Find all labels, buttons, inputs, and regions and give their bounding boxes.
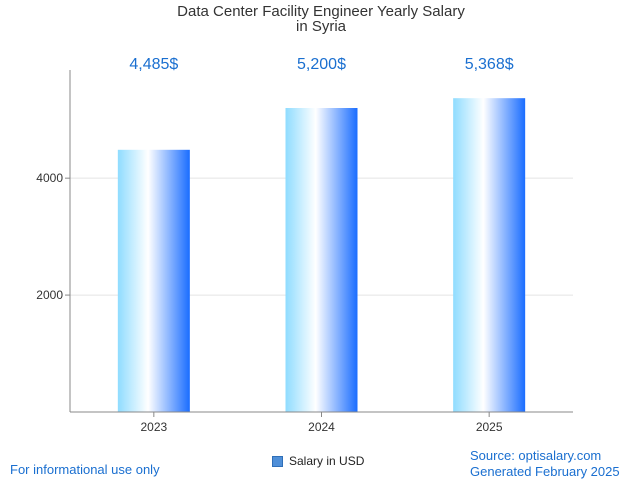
legend-label: Salary in USD	[289, 454, 365, 468]
data-label-2023: 4,485$	[129, 56, 178, 73]
chart-title-line2: in Syria	[295, 18, 347, 35]
chart-title-line1: Data Center Facility Engineer Yearly Sal…	[177, 3, 465, 20]
bar-2025	[453, 98, 526, 412]
y-tick-label-2000: 2000	[36, 288, 63, 302]
bar-2024	[285, 108, 358, 412]
footer-disclaimer: For informational use only	[10, 462, 160, 477]
legend-swatch	[272, 455, 283, 467]
y-tick-label-4000: 4000	[36, 171, 63, 185]
footer-source: Source: optisalary.com	[470, 448, 602, 463]
data-label-2024: 5,200$	[297, 56, 346, 73]
footer-generated: Generated February 2025	[470, 464, 620, 479]
data-label-2025: 5,368$	[465, 56, 514, 73]
bar-2023	[117, 149, 190, 413]
legend[interactable]: Salary in USD	[272, 454, 364, 468]
x-tick-label-2025: 2025	[476, 420, 503, 434]
x-tick-label-2024: 2024	[308, 420, 335, 434]
x-tick-label-2023: 2023	[140, 420, 167, 434]
